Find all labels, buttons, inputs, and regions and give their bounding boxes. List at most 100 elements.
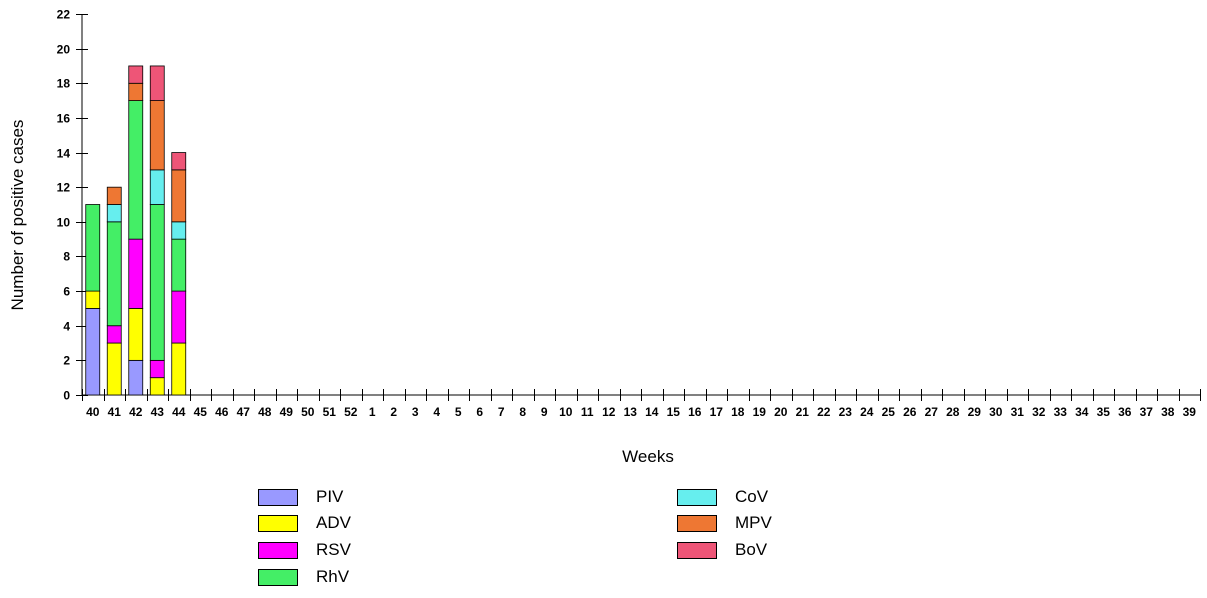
x-tick-label: 28 [946,405,960,419]
x-tick-label: 45 [194,405,208,419]
bar-segment-rhv [149,204,165,361]
legend-item-piv: PIV [258,487,343,507]
x-tick-label: 48 [258,405,272,419]
x-tick-label: 21 [796,405,810,419]
legend-swatch [677,488,717,506]
x-tick-label: 23 [839,405,853,419]
y-tick-label: 0 [63,389,70,403]
x-tick-label: 15 [667,405,681,419]
legend-item-mpv: MPV [677,513,772,533]
bar-segment-adv [106,342,122,396]
bar-segment-rhv [106,221,122,327]
y-tick-label: 12 [57,181,71,195]
x-tick-label: 22 [817,405,831,419]
bar-segment-rsv [106,325,122,344]
bar-segment-piv [128,359,144,396]
y-tick-label: 16 [57,112,71,126]
bar-segment-piv [85,308,101,396]
legend-item-adv: ADV [258,513,351,533]
legend-item-rsv: RSV [258,540,351,560]
legend-label: PIV [316,487,344,506]
x-tick-label: 14 [645,405,659,419]
x-tick-label: 47 [237,405,251,419]
legend-item-rhv: RhV [258,567,349,587]
bar-segment-adv [128,308,144,361]
bar-segment-mpv [106,186,122,205]
y-tick-label: 10 [57,216,71,230]
y-tick-label: 2 [63,354,70,368]
bar-segment-rhv [171,238,187,292]
x-tick-label: 51 [323,405,337,419]
x-tick-label: 6 [476,405,483,419]
legend-item-cov: CoV [677,487,768,507]
legend-label: RhV [316,567,350,586]
bar-segment-adv [149,377,165,396]
x-tick-label: 35 [1097,405,1111,419]
legend-label: CoV [735,487,769,506]
x-tick-label: 18 [731,405,745,419]
x-tick-label: 44 [172,405,186,419]
x-tick-label: 20 [774,405,788,419]
x-tick-label: 13 [624,405,638,419]
y-tick-label: 14 [57,147,71,161]
y-tick-label: 6 [63,285,70,299]
x-axis-title: Weeks [622,447,674,466]
x-tick-label: 16 [688,405,702,419]
x-tick-label: 19 [753,405,767,419]
x-tick-label: 5 [455,405,462,419]
x-tick-label: 7 [498,405,505,419]
legend-swatch [258,488,298,506]
legend-swatch [677,514,717,532]
x-tick-label: 27 [925,405,939,419]
x-tick-label: 30 [989,405,1003,419]
bar-segment-mpv [149,100,165,171]
legend-swatch [258,541,298,559]
bar-segment-cov [149,169,165,205]
y-tick-label: 8 [63,250,70,264]
bar-segment-rsv [128,238,144,309]
bar-segment-bov [171,152,187,171]
x-tick-label: 26 [903,405,917,419]
x-tick-label: 46 [215,405,229,419]
legend-swatch [258,514,298,532]
legend-swatch [677,541,717,559]
y-tick-label: 22 [57,8,71,22]
y-tick-label: 20 [57,43,71,57]
x-tick-label: 52 [344,405,358,419]
x-tick-label: 17 [710,405,724,419]
x-tick-label: 24 [860,405,874,419]
bar-segment-rhv [85,204,101,292]
x-tick-label: 8 [519,405,526,419]
x-tick-label: 9 [541,405,548,419]
x-tick-label: 33 [1054,405,1068,419]
bar-segment-rhv [128,100,144,240]
x-tick-label: 38 [1161,405,1175,419]
legend-label: MPV [735,513,772,532]
x-tick-label: 41 [108,405,122,419]
x-tick-label: 4 [433,405,440,419]
bar-segment-mpv [171,169,187,223]
bar-segment-rsv [171,290,187,344]
legend-label: ADV [316,513,351,532]
legend-swatch [258,568,298,586]
x-tick-label: 43 [151,405,165,419]
y-tick-label: 4 [63,320,70,334]
bar-segment-cov [106,204,122,223]
x-tick-label: 50 [301,405,315,419]
x-tick-label: 25 [882,405,896,419]
y-tick-label: 18 [57,77,71,91]
x-tick-label: 1 [369,405,376,419]
legend-label: RSV [316,540,351,559]
x-tick-label: 2 [390,405,397,419]
bar-segment-bov [128,65,144,84]
x-tick-label: 42 [129,405,143,419]
x-tick-label: 37 [1140,405,1154,419]
x-tick-label: 3 [412,405,419,419]
bar-segment-bov [149,65,165,101]
bar-segment-mpv [128,82,144,101]
x-tick-label: 29 [968,405,982,419]
bar-segment-cov [171,221,187,240]
legend-item-bov: BoV [677,540,767,560]
y-axis-title: Number of positive cases [8,119,27,311]
x-tick-label: 40 [86,405,100,419]
